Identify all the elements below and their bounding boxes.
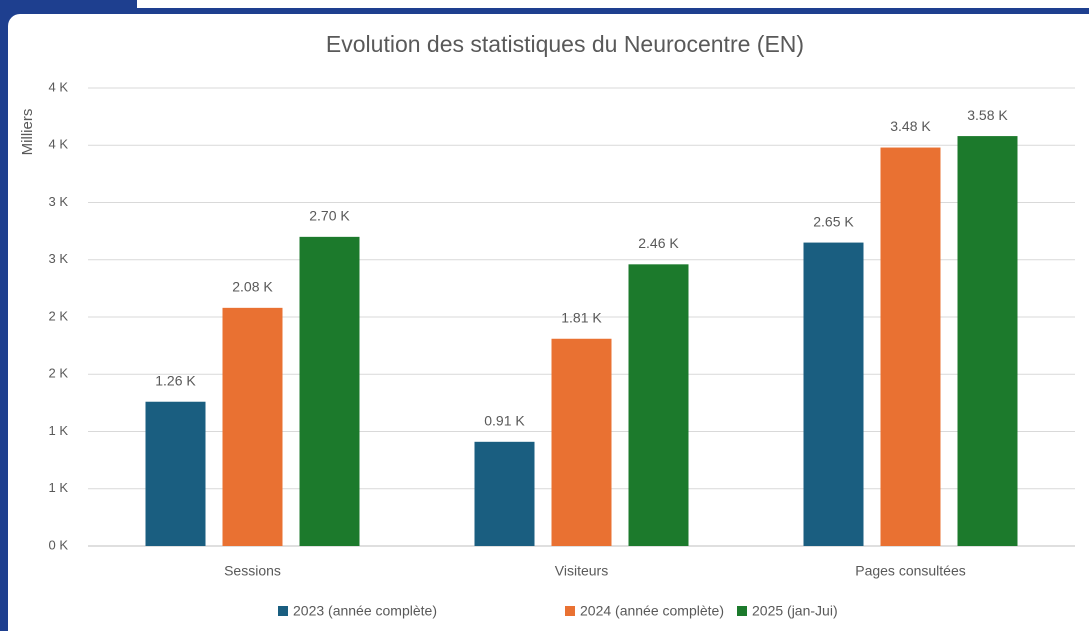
- y-tick-label: 3 K: [48, 194, 68, 209]
- y-tick-label: 4 K: [48, 137, 68, 152]
- legend-swatch: [737, 606, 747, 616]
- value-label: 3.58 K: [967, 107, 1008, 123]
- bar: [628, 264, 689, 546]
- x-tick-label: Visiteurs: [555, 563, 608, 579]
- chart-title: Evolution des statistiques du Neurocentr…: [326, 31, 804, 57]
- y-axis-label: Milliers: [19, 109, 36, 156]
- bar: [145, 401, 206, 546]
- y-tick-label: 2 K: [48, 308, 68, 323]
- top-strip: [137, 0, 1089, 8]
- bar: [957, 136, 1018, 546]
- bar: [880, 147, 941, 547]
- legend-swatch: [278, 606, 288, 616]
- y-tick-label: 1 K: [48, 423, 68, 438]
- value-label: 2.46 K: [638, 235, 679, 251]
- value-label: 1.81 K: [561, 309, 602, 325]
- bar: [803, 242, 864, 546]
- value-label: 0.91 K: [484, 413, 525, 429]
- bar: [222, 307, 283, 546]
- x-tick-label: Sessions: [224, 563, 281, 579]
- legend-label: 2025 (jan-Jui): [752, 603, 838, 619]
- y-tick-label: 1 K: [48, 480, 68, 495]
- value-label: 2.70 K: [309, 208, 350, 224]
- y-tick-label: 0 K: [48, 537, 68, 552]
- value-label: 1.26 K: [155, 372, 196, 388]
- y-tick-label: 2 K: [48, 366, 68, 381]
- value-label: 3.48 K: [890, 118, 931, 134]
- y-tick-label: 3 K: [48, 251, 68, 266]
- legend-swatch: [565, 606, 575, 616]
- bar: [474, 441, 535, 546]
- bar: [551, 338, 612, 546]
- value-label: 2.65 K: [813, 213, 854, 229]
- x-tick-label: Pages consultées: [855, 563, 966, 579]
- y-tick-label: 4 K: [48, 79, 68, 94]
- legend-label: 2023 (année complète): [293, 603, 437, 619]
- value-label: 2.08 K: [232, 279, 273, 295]
- bar: [299, 236, 360, 546]
- legend-label: 2024 (année complète): [580, 603, 724, 619]
